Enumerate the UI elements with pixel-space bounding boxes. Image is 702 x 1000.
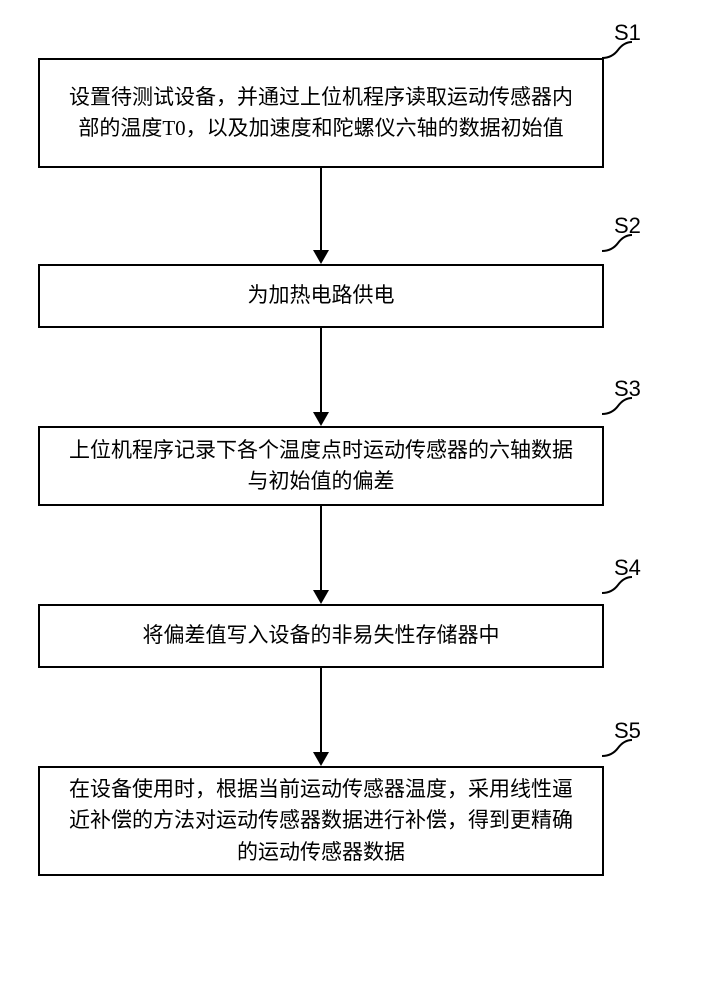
step-box-s2: 为加热电路供电 xyxy=(38,264,604,328)
arrow-head-icon xyxy=(313,590,329,604)
step-text: 在设备使用时，根据当前运动传感器温度，采用线性逼近补偿的方法对运动传感器数据进行… xyxy=(60,774,582,869)
step-box-s3: 上位机程序记录下各个温度点时运动传感器的六轴数据与初始值的偏差 xyxy=(38,426,604,506)
step-label-s3: S3 xyxy=(614,376,641,402)
arrow-line xyxy=(320,168,322,250)
arrow-head-icon xyxy=(313,250,329,264)
arrow-head-icon xyxy=(313,752,329,766)
step-box-s5: 在设备使用时，根据当前运动传感器温度，采用线性逼近补偿的方法对运动传感器数据进行… xyxy=(38,766,604,876)
step-label-s2: S2 xyxy=(614,213,641,239)
arrow-line xyxy=(320,328,322,412)
step-label-s4: S4 xyxy=(614,555,641,581)
step-text: 设置待测试设备，并通过上位机程序读取运动传感器内部的温度T0，以及加速度和陀螺仪… xyxy=(60,82,582,145)
flowchart-container: 设置待测试设备，并通过上位机程序读取运动传感器内部的温度T0，以及加速度和陀螺仪… xyxy=(0,0,702,1000)
step-box-s1: 设置待测试设备，并通过上位机程序读取运动传感器内部的温度T0，以及加速度和陀螺仪… xyxy=(38,58,604,168)
step-label-s5: S5 xyxy=(614,718,641,744)
step-label-s1: S1 xyxy=(614,20,641,46)
arrow-head-icon xyxy=(313,412,329,426)
step-text: 为加热电路供电 xyxy=(248,280,395,312)
step-box-s4: 将偏差值写入设备的非易失性存储器中 xyxy=(38,604,604,668)
arrow-line xyxy=(320,506,322,590)
step-text: 将偏差值写入设备的非易失性存储器中 xyxy=(143,620,500,652)
arrow-line xyxy=(320,668,322,752)
step-text: 上位机程序记录下各个温度点时运动传感器的六轴数据与初始值的偏差 xyxy=(60,435,582,498)
